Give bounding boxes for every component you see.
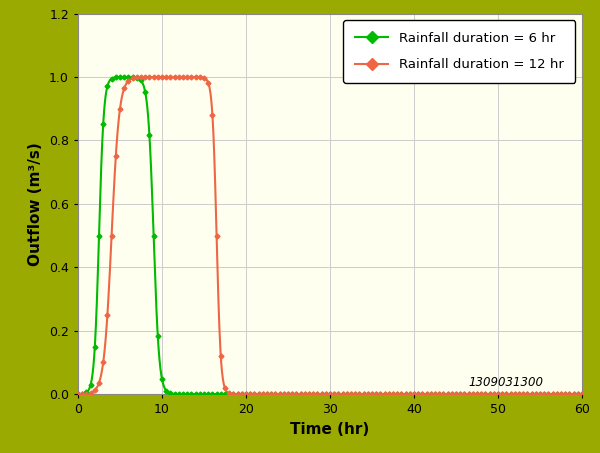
Legend: Rainfall duration = 6 hr, Rainfall duration = 12 hr: Rainfall duration = 6 hr, Rainfall durat… bbox=[343, 20, 575, 83]
Text: 1309031300: 1309031300 bbox=[469, 376, 544, 389]
Y-axis label: Outflow (m³/s): Outflow (m³/s) bbox=[28, 142, 43, 266]
X-axis label: Time (hr): Time (hr) bbox=[290, 422, 370, 437]
